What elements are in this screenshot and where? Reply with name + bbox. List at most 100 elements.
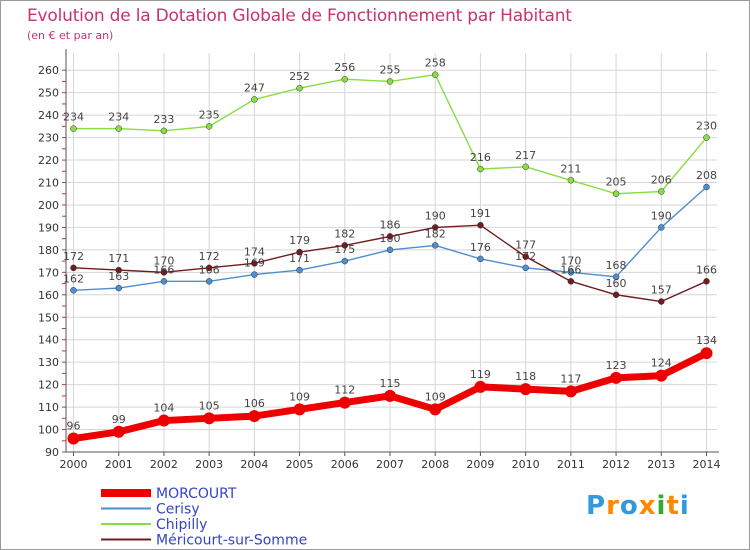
logo-letter: i [679, 491, 690, 521]
data-label-morcourt-2010: 118 [515, 370, 536, 383]
y-tick-label-100: 100 [38, 424, 59, 437]
data-label-chipilly-2004: 247 [244, 81, 265, 94]
x-tick-label-2012: 2012 [602, 458, 630, 471]
data-point-chipilly-2013 [658, 188, 665, 195]
data-point-cerisy-2012 [612, 273, 620, 281]
x-tick-label-2008: 2008 [421, 458, 449, 471]
data-label-chipilly-2003: 235 [199, 108, 220, 121]
data-point-m-ricourt-sur-somme-2005 [296, 248, 303, 256]
y-tick-label-250: 250 [38, 87, 59, 100]
data-point-chipilly-2004 [251, 96, 258, 103]
data-point-m-ricourt-sur-somme-2000 [70, 264, 77, 272]
x-tick-label-2007: 2007 [376, 458, 404, 471]
data-point-cerisy-2000 [70, 287, 77, 294]
data-label-morcourt-2014: 134 [696, 334, 717, 347]
logo-letter: i [656, 491, 667, 521]
data-point-chipilly-2005 [296, 84, 303, 92]
logo-letter: o [619, 491, 639, 521]
data-label-m-ricourt-sur-somme-2006: 182 [334, 227, 355, 240]
data-label-chipilly-2001: 234 [108, 111, 129, 124]
y-tick-label-90: 90 [45, 446, 59, 459]
data-label-morcourt-2000: 96 [67, 420, 81, 433]
data-label-morcourt-2006: 112 [334, 384, 355, 397]
data-point-morcourt-2000 [67, 432, 80, 445]
y-tick-label-160: 160 [38, 289, 59, 302]
data-label-morcourt-2001: 99 [112, 413, 126, 426]
data-point-cerisy-2014 [703, 183, 710, 191]
data-point-morcourt-2008 [429, 403, 442, 416]
data-label-cerisy-2012: 168 [606, 259, 627, 272]
data-point-morcourt-2010 [519, 383, 532, 396]
data-point-m-ricourt-sur-somme-2001 [115, 266, 122, 274]
data-label-cerisy-2011: 170 [560, 254, 581, 267]
data-point-morcourt-2002 [157, 414, 170, 427]
y-tick-label-230: 230 [38, 132, 59, 145]
y-tick-label-120: 120 [38, 379, 59, 392]
data-label-m-ricourt-sur-somme-2002: 170 [153, 254, 174, 267]
y-tick-label-170: 170 [38, 266, 59, 279]
data-label-chipilly-2011: 211 [560, 162, 581, 175]
y-tick-label-130: 130 [38, 356, 59, 369]
data-label-chipilly-2005: 252 [289, 70, 310, 83]
x-tick-label-2004: 2004 [240, 458, 268, 471]
data-label-m-ricourt-sur-somme-2013: 157 [651, 284, 672, 297]
data-point-m-ricourt-sur-somme-2013 [658, 298, 665, 305]
data-label-cerisy-2005: 171 [289, 252, 310, 265]
y-tick-label-200: 200 [38, 199, 59, 212]
data-label-cerisy-2013: 190 [651, 209, 672, 222]
legend-label-chipilly: Chipilly [156, 517, 207, 533]
data-point-morcourt-2003 [203, 412, 216, 425]
data-label-morcourt-2002: 104 [153, 402, 174, 415]
data-label-cerisy-2008: 182 [425, 227, 446, 240]
data-point-m-ricourt-sur-somme-2012 [612, 291, 620, 299]
data-label-m-ricourt-sur-somme-2005: 179 [289, 234, 310, 247]
x-tick-label-2014: 2014 [693, 458, 721, 471]
data-point-m-ricourt-sur-somme-2014 [703, 278, 710, 285]
x-tick-label-2001: 2001 [105, 458, 133, 471]
data-label-m-ricourt-sur-somme-2000: 172 [63, 250, 84, 263]
data-label-cerisy-2014: 208 [696, 169, 717, 182]
data-point-morcourt-2012 [610, 371, 623, 384]
data-label-morcourt-2007: 115 [380, 377, 401, 390]
data-point-morcourt-2006 [338, 396, 351, 409]
x-tick-label-2000: 2000 [60, 458, 88, 471]
data-label-m-ricourt-sur-somme-2010: 177 [515, 239, 536, 252]
data-point-m-ricourt-sur-somme-2006 [341, 242, 349, 249]
data-label-cerisy-2000: 162 [63, 272, 84, 285]
proxiti-logo: Proxiti [586, 491, 690, 521]
data-point-chipilly-2011 [567, 177, 575, 184]
data-label-m-ricourt-sur-somme-2008: 190 [425, 209, 446, 222]
y-tick-label-260: 260 [38, 64, 59, 77]
data-point-m-ricourt-sur-somme-2004 [251, 260, 258, 267]
chart-title: Evolution de la Dotation Globale de Fonc… [27, 6, 572, 26]
data-label-morcourt-2009: 119 [470, 368, 491, 381]
data-point-cerisy-2002 [160, 278, 168, 285]
data-point-morcourt-2013 [655, 369, 668, 382]
y-tick-label-180: 180 [38, 244, 59, 257]
logo-letter: x [638, 491, 657, 521]
data-point-m-ricourt-sur-somme-2009 [477, 221, 484, 229]
y-tick-label-140: 140 [38, 334, 59, 347]
data-label-chipilly-2009: 216 [470, 151, 491, 164]
data-point-cerisy-2003 [205, 278, 213, 285]
data-point-morcourt-2004 [248, 410, 261, 423]
data-label-chipilly-2006: 256 [334, 61, 355, 74]
data-point-m-ricourt-sur-somme-2011 [567, 278, 575, 285]
data-label-chipilly-2012: 205 [606, 176, 627, 189]
data-point-m-ricourt-sur-somme-2007 [386, 233, 394, 240]
data-point-cerisy-2011 [567, 269, 575, 276]
y-tick-label-210: 210 [38, 177, 59, 190]
data-point-cerisy-2001 [115, 284, 122, 292]
data-point-cerisy-2006 [341, 257, 349, 265]
logo-letter: P [586, 491, 607, 521]
data-point-morcourt-2014 [700, 347, 713, 360]
legend-label-cerisy: Cerisy [156, 502, 200, 518]
y-tick-label-220: 220 [38, 154, 59, 167]
data-point-m-ricourt-sur-somme-2002 [160, 269, 168, 276]
data-label-chipilly-2008: 258 [425, 57, 446, 70]
y-tick-label-190: 190 [38, 221, 59, 234]
logo-letter: t [666, 491, 680, 521]
data-label-m-ricourt-sur-somme-2011: 166 [560, 263, 581, 276]
x-tick-label-2006: 2006 [331, 458, 359, 471]
data-label-m-ricourt-sur-somme-2012: 160 [606, 277, 627, 290]
